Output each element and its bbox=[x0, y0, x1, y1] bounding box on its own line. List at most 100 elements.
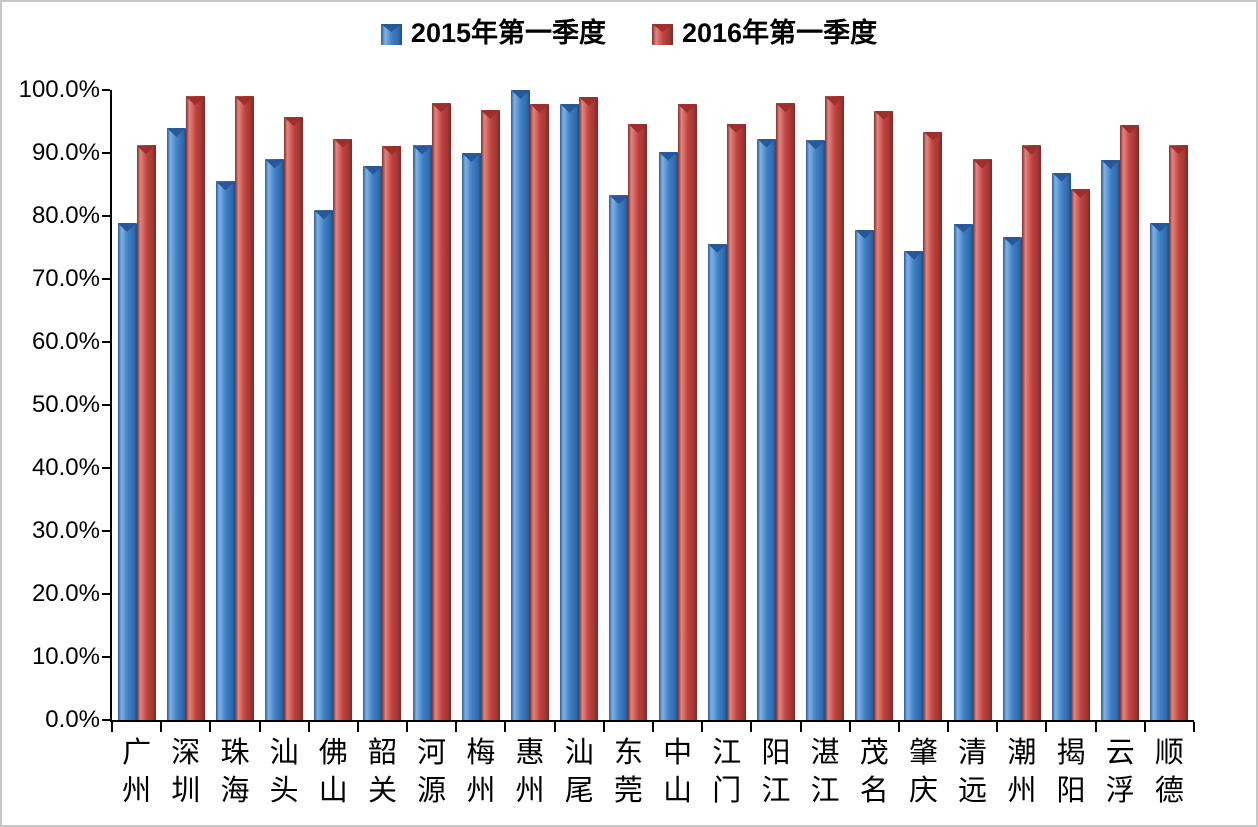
bar-group-湛江 bbox=[801, 90, 850, 720]
y-axis-tick bbox=[102, 656, 110, 658]
y-axis-tick bbox=[102, 278, 110, 280]
bar-阳江-2016年第一季度 bbox=[775, 103, 795, 720]
x-axis-tick bbox=[160, 722, 163, 732]
x-axis-category-label: 清 远 bbox=[958, 737, 988, 807]
y-axis-tick-label: 20.0% bbox=[31, 580, 100, 607]
x-axis-tick bbox=[996, 722, 999, 732]
bar-汕头-2015年第一季度 bbox=[265, 159, 285, 720]
x-axis-category-label: 珠 海 bbox=[220, 737, 250, 807]
x-axis-tick bbox=[111, 722, 113, 732]
x-axis-tick bbox=[947, 722, 950, 732]
chart-legend: 2015年第一季度 2016年第一季度 bbox=[2, 18, 1256, 48]
bar-group-揭阳 bbox=[1046, 90, 1095, 720]
bar-揭阳-2015年第一季度 bbox=[1052, 172, 1072, 720]
bar-东莞-2015年第一季度 bbox=[609, 195, 629, 720]
legend-swatch-red-icon bbox=[652, 24, 673, 45]
x-axis-category-label: 河 源 bbox=[417, 737, 447, 807]
x-axis-tick bbox=[897, 722, 900, 732]
y-axis-tick bbox=[102, 719, 110, 721]
x-axis-tick bbox=[455, 722, 458, 732]
bar-韶关-2015年第一季度 bbox=[363, 165, 383, 720]
bar-group-江门 bbox=[702, 90, 751, 720]
bar-广州-2016年第一季度 bbox=[136, 145, 156, 720]
y-axis-tick-label: 60.0% bbox=[31, 328, 100, 355]
y-axis-tick-label: 10.0% bbox=[31, 643, 100, 670]
bar-茂名-2016年第一季度 bbox=[874, 110, 894, 720]
y-axis-tick-label: 0.0% bbox=[45, 706, 100, 733]
legend-item-2016: 2016年第一季度 bbox=[652, 18, 877, 48]
y-axis-tick-label: 50.0% bbox=[31, 391, 100, 418]
y-axis-labels: 0.0% 10.0% 20.0% 30.0% 40.0% 50.0% 60.0% 70.0% 8… bbox=[2, 2, 100, 825]
bar-group-梅州 bbox=[456, 90, 505, 720]
y-axis-tick bbox=[102, 404, 110, 406]
y-axis-tick bbox=[102, 89, 110, 91]
x-axis-tick bbox=[307, 722, 310, 732]
bar-group-清远 bbox=[948, 90, 997, 720]
x-axis-category-label: 中 山 bbox=[663, 737, 693, 807]
bar-梅州-2015年第一季度 bbox=[461, 153, 481, 720]
bar-group-汕头 bbox=[260, 90, 309, 720]
bar-云浮-2016年第一季度 bbox=[1120, 124, 1140, 720]
x-axis-tick bbox=[1045, 722, 1048, 732]
y-axis-tick-label: 30.0% bbox=[31, 517, 100, 544]
x-axis-category-label: 茂 名 bbox=[859, 737, 889, 807]
legend-label-2015: 2015年第一季度 bbox=[410, 18, 606, 48]
x-axis-category-label: 佛 山 bbox=[318, 737, 348, 807]
y-axis-tick bbox=[102, 467, 110, 469]
bar-汕尾-2015年第一季度 bbox=[560, 103, 580, 720]
x-axis-tick bbox=[848, 722, 851, 732]
y-axis-tick-label: 90.0% bbox=[31, 139, 100, 166]
bar-江门-2015年第一季度 bbox=[707, 243, 727, 720]
x-axis-tick bbox=[750, 722, 753, 732]
bar-group-深圳 bbox=[161, 90, 210, 720]
x-axis-category-label: 湛 江 bbox=[810, 737, 840, 807]
bar-东莞-2016年第一季度 bbox=[628, 124, 648, 720]
bar-肇庆-2015年第一季度 bbox=[904, 250, 924, 720]
x-axis-category-label: 深 圳 bbox=[171, 737, 201, 807]
bar-group-肇庆 bbox=[899, 90, 948, 720]
x-axis-category-label: 揭 阳 bbox=[1056, 737, 1086, 807]
bar-惠州-2015年第一季度 bbox=[511, 90, 531, 720]
bar-深圳-2015年第一季度 bbox=[166, 127, 186, 720]
x-axis-tick bbox=[1094, 722, 1097, 732]
x-axis-tick bbox=[504, 722, 507, 732]
x-axis-category-label: 汕 头 bbox=[269, 737, 299, 807]
y-axis-tick-label: 40.0% bbox=[31, 454, 100, 481]
bar-揭阳-2016年第一季度 bbox=[1071, 188, 1091, 720]
bar-深圳-2016年第一季度 bbox=[185, 96, 205, 720]
x-axis-tick bbox=[652, 722, 654, 732]
bar-湛江-2015年第一季度 bbox=[806, 140, 826, 720]
bar-group-中山 bbox=[653, 90, 702, 720]
x-axis-category-label: 潮 州 bbox=[1007, 737, 1037, 807]
x-axis-category-label: 阳 江 bbox=[761, 737, 791, 807]
bar-group-云浮 bbox=[1096, 90, 1145, 720]
y-axis-tick bbox=[102, 593, 110, 595]
bar-茂名-2015年第一季度 bbox=[855, 229, 875, 720]
bar-汕尾-2016年第一季度 bbox=[579, 96, 599, 720]
x-axis-category-label: 惠 州 bbox=[515, 737, 545, 807]
x-axis-category-label: 广 州 bbox=[122, 737, 152, 807]
bar-惠州-2016年第一季度 bbox=[530, 103, 550, 720]
bar-韶关-2016年第一季度 bbox=[382, 146, 402, 720]
bar-中山-2015年第一季度 bbox=[658, 151, 678, 720]
bar-group-惠州 bbox=[505, 90, 554, 720]
bar-佛山-2016年第一季度 bbox=[333, 138, 353, 720]
bar-group-韶关 bbox=[358, 90, 407, 720]
bar-潮州-2016年第一季度 bbox=[1021, 145, 1041, 720]
legend-item-2015: 2015年第一季度 bbox=[380, 18, 606, 48]
bar-肇庆-2016年第一季度 bbox=[923, 131, 943, 720]
x-axis-tick bbox=[209, 722, 212, 732]
x-axis-category-label: 韶 关 bbox=[367, 737, 397, 807]
bar-珠海-2016年第一季度 bbox=[234, 96, 254, 720]
bar-河源-2016年第一季度 bbox=[431, 103, 451, 720]
bar-group-茂名 bbox=[850, 90, 899, 720]
x-axis-category-label: 汕 尾 bbox=[564, 737, 594, 807]
x-axis-tick bbox=[799, 722, 802, 732]
x-axis-tick bbox=[701, 722, 704, 732]
legend-label-2016: 2016年第一季度 bbox=[682, 18, 878, 48]
bar-group-河源 bbox=[407, 90, 456, 720]
x-axis-category-label: 梅 州 bbox=[466, 737, 496, 807]
bar-顺德-2015年第一季度 bbox=[1150, 222, 1170, 720]
y-axis-tick-label: 70.0% bbox=[31, 265, 100, 292]
bar-佛山-2015年第一季度 bbox=[314, 210, 334, 720]
